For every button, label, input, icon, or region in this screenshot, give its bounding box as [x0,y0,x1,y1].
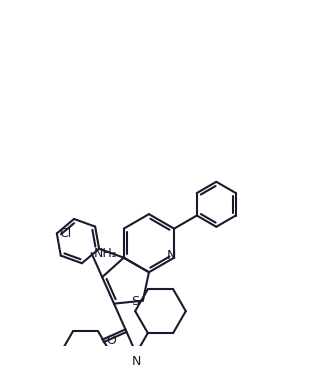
Text: NH₂: NH₂ [93,247,117,260]
Text: N: N [131,355,141,368]
Text: S: S [131,295,139,308]
Text: Cl: Cl [60,227,72,240]
Text: N: N [167,250,176,262]
Text: O: O [106,334,116,347]
